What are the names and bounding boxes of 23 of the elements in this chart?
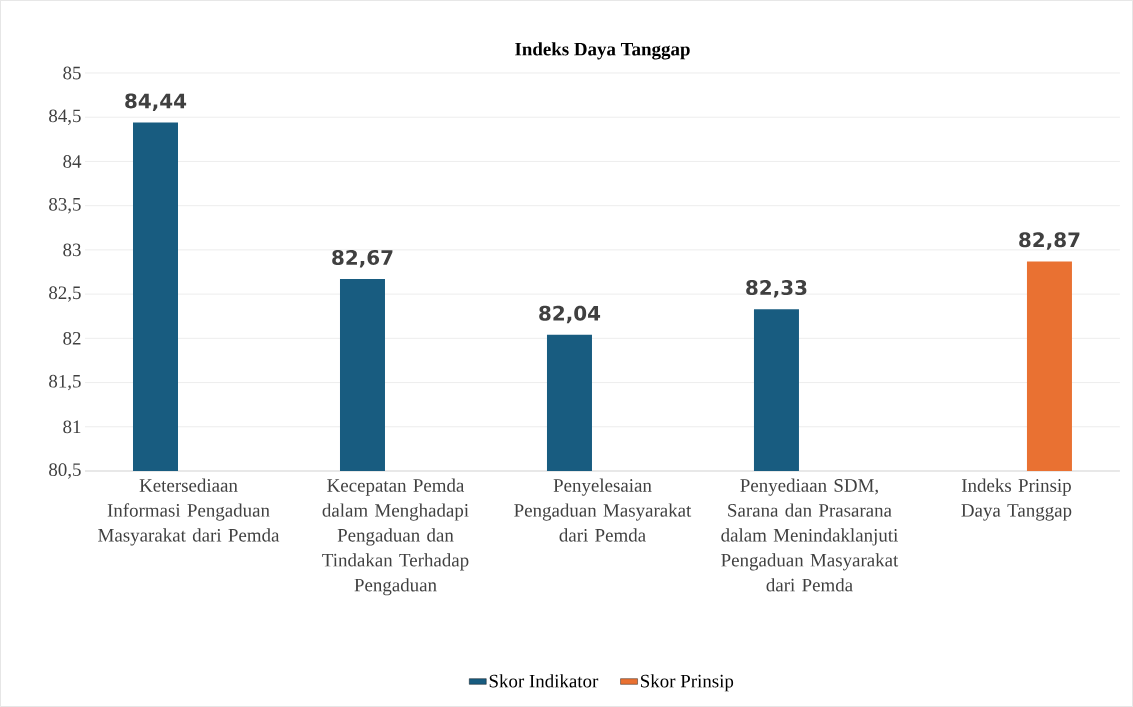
data-label: 82,33 bbox=[746, 280, 807, 298]
y-tick-label: 84 bbox=[63, 155, 82, 168]
x-tick-label: Ketersediaan Informasi Pengaduan Masyarakat dari Pemda bbox=[98, 478, 280, 546]
y-tick-label: 82 bbox=[63, 331, 81, 345]
y-tick-label: 83 bbox=[63, 243, 81, 257]
y-tick-label: 84,5 bbox=[49, 109, 81, 125]
x-tick-label: Kecepatan Pemda dalam Menghadapi Pengaduan dan Tindakan Terhadap Pengaduan bbox=[322, 478, 469, 596]
legend-label: Skor Prinsip bbox=[641, 674, 734, 692]
y-tick-label: 81,5 bbox=[49, 374, 81, 391]
y-tick-label: 82,5 bbox=[49, 286, 81, 302]
y-tick-label: 80,5 bbox=[49, 463, 81, 479]
x-tick-label: Penyediaan SDM, Sarana dan Prasarana dalam Menindaklanjuti Pengaduan Masyarakat dari Pemda bbox=[721, 478, 899, 592]
chart-title: Indeks Daya Tanggap bbox=[515, 42, 690, 60]
data-label: 82,87 bbox=[1019, 232, 1080, 250]
x-tick-label: Penyelesaian Pengaduan Masyarakat dari Pemda bbox=[514, 478, 692, 542]
y-tick-label: 85 bbox=[63, 66, 81, 80]
data-label: 82,04 bbox=[539, 305, 601, 324]
data-label: 84,44 bbox=[125, 93, 187, 111]
y-tick-label: 83,5 bbox=[49, 197, 81, 214]
data-label: 82,67 bbox=[332, 249, 393, 268]
x-tick-label: Indeks Prinsip Daya Tanggap bbox=[961, 478, 1072, 521]
y-tick-label: 81 bbox=[63, 420, 81, 434]
legend-label: Skor Indikator bbox=[489, 674, 599, 688]
